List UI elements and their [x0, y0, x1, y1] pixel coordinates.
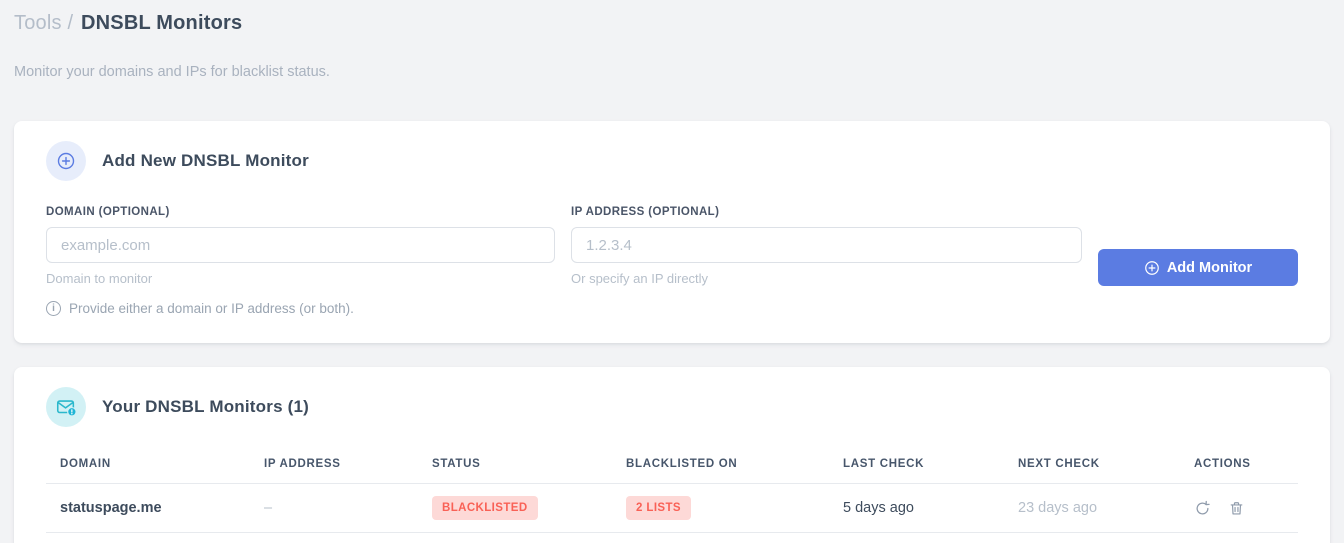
monitors-card-header: Your DNSBL Monitors (1) — [46, 387, 1298, 427]
domain-field-group: DOMAIN (OPTIONAL) Domain to monitor — [46, 206, 556, 286]
column-header-blacklisted-on: BLACKLISTED ON — [612, 448, 829, 484]
domain-field-helper: Domain to monitor — [46, 271, 153, 286]
domain-field-label: DOMAIN (OPTIONAL) — [46, 206, 170, 218]
plus-circle-icon — [46, 141, 86, 181]
page-subtitle: Monitor your domains and IPs for blackli… — [14, 64, 330, 80]
delete-button[interactable] — [1228, 500, 1245, 517]
monitor-ip-address: – — [250, 483, 418, 533]
page-title: DNSBL Monitors — [81, 12, 243, 34]
column-header-actions: ACTIONS — [1180, 448, 1298, 484]
column-header-status: STATUS — [418, 448, 612, 484]
mail-alert-icon — [46, 387, 86, 427]
add-monitor-card-title: Add New DNSBL Monitor — [102, 151, 309, 170]
ip-field-label: IP ADDRESS (OPTIONAL) — [571, 206, 720, 218]
breadcrumb-separator: / — [67, 12, 74, 34]
form-note: i Provide either a domain or IP address … — [46, 301, 1298, 316]
add-monitor-card: Add New DNSBL Monitor DOMAIN (OPTIONAL) … — [14, 121, 1330, 343]
status-badge: BLACKLISTED — [432, 496, 538, 520]
blacklisted-on-badge[interactable]: 2 LISTS — [626, 496, 691, 520]
add-monitor-button[interactable]: Add Monitor — [1098, 249, 1298, 286]
column-header-domain: DOMAIN — [46, 448, 250, 484]
table-header-row: DOMAIN IP ADDRESS STATUS BLACKLISTED ON … — [46, 448, 1298, 484]
trash-icon — [1228, 500, 1245, 517]
monitor-domain: statuspage.me — [46, 483, 250, 533]
add-monitor-button-label: Add Monitor — [1166, 259, 1253, 276]
refresh-icon — [1194, 500, 1211, 517]
ip-field-group: IP ADDRESS (OPTIONAL) Or specify an IP d… — [571, 206, 1082, 286]
table-row: statuspage.me – BLACKLISTED 2 LISTS 5 da… — [46, 483, 1298, 533]
monitor-last-check: 5 days ago — [829, 483, 1004, 533]
refresh-button[interactable] — [1194, 500, 1211, 517]
column-header-ip-address: IP ADDRESS — [250, 448, 418, 484]
monitors-card: Your DNSBL Monitors (1) DOMAIN IP ADDRES… — [14, 367, 1330, 543]
monitor-status-cell: BLACKLISTED — [418, 483, 612, 533]
ip-field-helper: Or specify an IP directly — [571, 271, 709, 286]
domain-input[interactable] — [46, 227, 556, 263]
column-header-last-check: LAST CHECK — [829, 448, 1004, 484]
monitor-actions-cell — [1180, 483, 1298, 533]
plus-circle-icon — [1144, 260, 1160, 276]
ip-input[interactable] — [571, 227, 1082, 263]
monitor-next-check: 23 days ago — [1004, 483, 1180, 533]
form-note-text: Provide either a domain or IP address (o… — [69, 301, 354, 316]
info-icon: i — [46, 301, 61, 316]
monitor-blacklisted-on-cell: 2 LISTS — [612, 483, 829, 533]
monitors-card-title: Your DNSBL Monitors (1) — [102, 397, 310, 416]
breadcrumb-parent[interactable]: Tools — [14, 12, 62, 34]
add-monitor-form: DOMAIN (OPTIONAL) Domain to monitor IP A… — [46, 206, 1298, 286]
monitors-table: DOMAIN IP ADDRESS STATUS BLACKLISTED ON … — [46, 448, 1298, 533]
column-header-next-check: NEXT CHECK — [1004, 448, 1180, 484]
breadcrumb: Tools / DNSBL Monitors — [14, 12, 1330, 35]
add-monitor-card-header: Add New DNSBL Monitor — [46, 141, 1298, 181]
